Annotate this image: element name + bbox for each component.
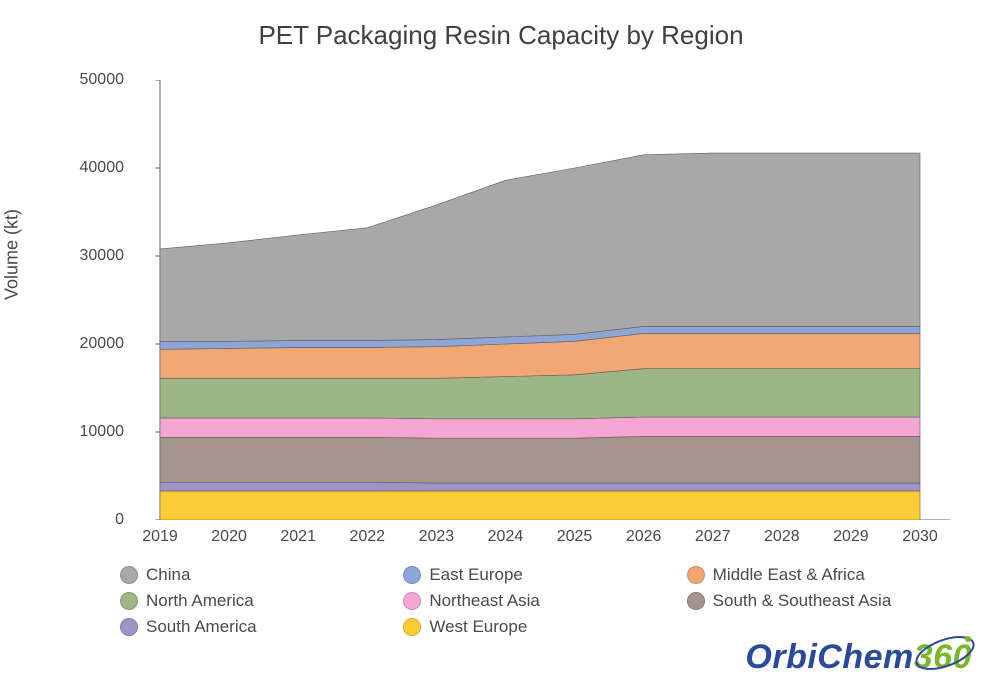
legend-label: Northeast Asia bbox=[429, 591, 540, 611]
legend-item: Middle East & Africa bbox=[687, 565, 960, 585]
x-tick-label: 2027 bbox=[695, 528, 731, 546]
area-series bbox=[160, 417, 920, 438]
x-tick-label: 2025 bbox=[557, 528, 593, 546]
legend-item: West Europe bbox=[403, 617, 676, 637]
legend-swatch bbox=[687, 566, 705, 584]
legend-item: South America bbox=[120, 617, 393, 637]
legend-label: West Europe bbox=[429, 617, 527, 637]
brand-logo: OrbiChem360 bbox=[745, 638, 972, 677]
legend-item: South & Southeast Asia bbox=[687, 591, 960, 611]
x-tick-label: 2029 bbox=[833, 528, 869, 546]
x-tick-label: 2022 bbox=[349, 528, 385, 546]
y-tick-label: 40000 bbox=[24, 159, 124, 177]
legend: China East Europe Middle East & Africa Nort… bbox=[120, 565, 960, 637]
legend-label: South & Southeast Asia bbox=[713, 591, 892, 611]
y-tick-label: 0 bbox=[24, 511, 124, 529]
legend-label: China bbox=[146, 565, 190, 585]
x-tick-label: 2023 bbox=[419, 528, 455, 546]
x-tick-label: 2026 bbox=[626, 528, 662, 546]
legend-item: North America bbox=[120, 591, 393, 611]
area-series bbox=[160, 436, 920, 483]
logo-part-chem: Chem bbox=[817, 638, 913, 676]
y-tick-label: 30000 bbox=[24, 247, 124, 265]
chart-container: PET Packaging Resin Capacity by Region V… bbox=[0, 0, 1002, 689]
legend-swatch bbox=[120, 566, 138, 584]
legend-label: North America bbox=[146, 591, 254, 611]
legend-swatch bbox=[687, 592, 705, 610]
legend-label: South America bbox=[146, 617, 257, 637]
y-axis-label: Volume (kt) bbox=[2, 209, 23, 300]
legend-label: Middle East & Africa bbox=[713, 565, 865, 585]
logo-part-360: 360 bbox=[914, 638, 972, 676]
legend-swatch bbox=[403, 592, 421, 610]
x-tick-label: 2019 bbox=[142, 528, 178, 546]
legend-swatch bbox=[120, 618, 138, 636]
x-tick-label: 2030 bbox=[902, 528, 938, 546]
legend-item: Northeast Asia bbox=[403, 591, 676, 611]
legend-swatch bbox=[120, 592, 138, 610]
y-tick-label: 50000 bbox=[24, 71, 124, 89]
y-tick-label: 20000 bbox=[24, 335, 124, 353]
legend-item: East Europe bbox=[403, 565, 676, 585]
legend-swatch bbox=[403, 566, 421, 584]
area-series bbox=[160, 491, 920, 520]
x-tick-label: 2020 bbox=[211, 528, 247, 546]
x-tick-label: 2021 bbox=[280, 528, 316, 546]
area-chart-svg bbox=[130, 80, 950, 520]
x-tick-label: 2028 bbox=[764, 528, 800, 546]
area-series bbox=[160, 482, 920, 491]
x-tick-label: 2024 bbox=[488, 528, 524, 546]
y-tick-label: 10000 bbox=[24, 423, 124, 441]
legend-swatch bbox=[403, 618, 421, 636]
area-series bbox=[160, 153, 920, 341]
legend-label: East Europe bbox=[429, 565, 523, 585]
logo-part-orbi: Orbi bbox=[745, 638, 817, 676]
chart-title: PET Packaging Resin Capacity by Region bbox=[0, 20, 1002, 51]
plot-area bbox=[130, 80, 950, 520]
legend-item: China bbox=[120, 565, 393, 585]
